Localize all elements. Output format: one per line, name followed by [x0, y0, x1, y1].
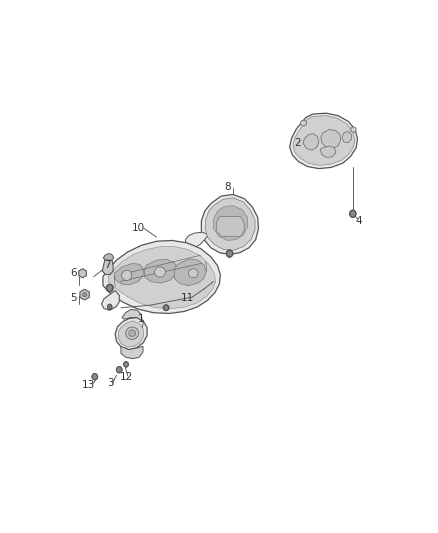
Text: 7: 7: [104, 260, 111, 270]
Ellipse shape: [83, 293, 87, 297]
Circle shape: [92, 374, 98, 380]
Circle shape: [117, 366, 122, 373]
Circle shape: [226, 250, 233, 257]
Polygon shape: [321, 130, 341, 149]
Polygon shape: [80, 289, 89, 300]
Polygon shape: [102, 257, 113, 274]
Text: 12: 12: [120, 372, 133, 382]
Ellipse shape: [155, 267, 166, 277]
Polygon shape: [342, 131, 351, 143]
Polygon shape: [290, 113, 357, 168]
Ellipse shape: [122, 270, 132, 280]
Text: 2: 2: [294, 138, 301, 148]
Polygon shape: [121, 346, 143, 359]
Circle shape: [107, 284, 113, 292]
Polygon shape: [174, 259, 206, 286]
Polygon shape: [201, 195, 258, 254]
Circle shape: [164, 305, 169, 311]
Polygon shape: [103, 254, 114, 260]
Text: 4: 4: [355, 216, 362, 226]
Polygon shape: [303, 134, 319, 150]
Polygon shape: [320, 146, 336, 158]
Ellipse shape: [351, 127, 356, 132]
Polygon shape: [102, 290, 119, 310]
Polygon shape: [185, 232, 208, 248]
Polygon shape: [214, 206, 247, 240]
Polygon shape: [115, 318, 147, 350]
Text: 6: 6: [70, 268, 77, 278]
Text: 8: 8: [225, 182, 231, 192]
Polygon shape: [145, 260, 177, 283]
Text: 3: 3: [107, 378, 114, 388]
Text: 5: 5: [70, 293, 77, 303]
Ellipse shape: [300, 120, 307, 126]
Circle shape: [124, 361, 128, 367]
Polygon shape: [205, 198, 255, 251]
Text: 1: 1: [138, 314, 145, 324]
Text: 10: 10: [131, 223, 145, 233]
Polygon shape: [216, 216, 244, 236]
Text: 11: 11: [180, 293, 194, 303]
Text: 13: 13: [82, 380, 95, 390]
Circle shape: [107, 304, 112, 310]
Polygon shape: [114, 263, 144, 285]
Polygon shape: [122, 309, 142, 321]
Ellipse shape: [188, 269, 198, 278]
Ellipse shape: [129, 330, 135, 336]
Ellipse shape: [126, 327, 138, 340]
Polygon shape: [103, 240, 220, 313]
Circle shape: [350, 210, 356, 217]
Polygon shape: [108, 247, 215, 309]
Polygon shape: [293, 116, 355, 165]
Polygon shape: [118, 321, 144, 347]
Polygon shape: [79, 269, 86, 278]
